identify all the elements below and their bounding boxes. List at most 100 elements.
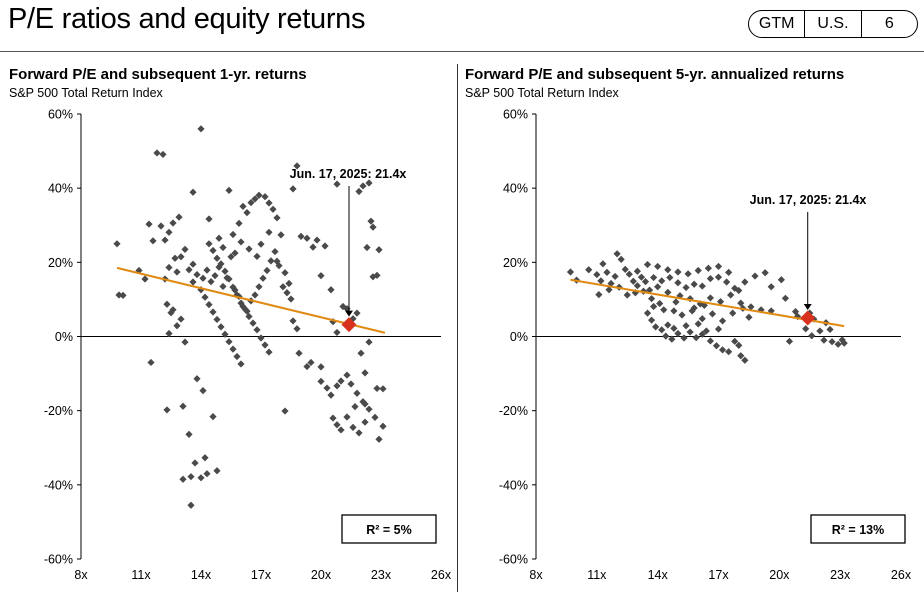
right-y-tick-label: 20% bbox=[503, 256, 528, 270]
left-data-point bbox=[273, 257, 281, 265]
left-data-point bbox=[259, 274, 267, 282]
left-data-point bbox=[207, 278, 215, 286]
left-data-point bbox=[269, 205, 277, 213]
right-data-point bbox=[731, 337, 739, 345]
right-data-point bbox=[785, 337, 794, 345]
right-data-point bbox=[654, 262, 662, 271]
left-x-tick-label: 14x bbox=[191, 568, 212, 582]
left-data-point bbox=[365, 405, 373, 413]
left-data-point bbox=[177, 253, 185, 261]
left-annotation-arrowhead bbox=[345, 310, 353, 317]
left-data-point bbox=[317, 377, 325, 385]
left-data-point bbox=[281, 407, 289, 415]
left-data-point bbox=[273, 214, 281, 222]
page-title: P/E ratios and equity returns bbox=[8, 3, 366, 35]
left-data-point bbox=[119, 291, 127, 299]
right-data-point bbox=[729, 309, 737, 317]
left-data-point bbox=[197, 125, 205, 133]
left-data-point bbox=[365, 179, 373, 187]
right-data-point bbox=[680, 334, 688, 342]
right-data-point bbox=[650, 273, 658, 282]
right-y-tick-label: 40% bbox=[503, 182, 528, 196]
left-data-point bbox=[365, 338, 373, 346]
right-data-point bbox=[682, 283, 690, 292]
right-data-point bbox=[593, 270, 601, 279]
left-trend-line bbox=[116, 266, 386, 334]
left-data-point bbox=[237, 299, 245, 307]
right-x-tick-label: 8x bbox=[529, 568, 543, 582]
left-data-point bbox=[323, 384, 331, 392]
left-data-point bbox=[289, 185, 297, 193]
left-data-point bbox=[157, 222, 165, 230]
left-y-tick-label: 0% bbox=[55, 330, 73, 344]
right-y-tick-label: -60% bbox=[499, 553, 528, 567]
left-data-point bbox=[219, 243, 227, 252]
left-data-point bbox=[217, 323, 225, 331]
right-data-point bbox=[658, 277, 666, 285]
right-x-tick-label: 26x bbox=[891, 568, 912, 582]
badge-page-number: 6 bbox=[860, 11, 917, 37]
left-x-tick-label: 26x bbox=[431, 568, 452, 582]
left-data-point bbox=[255, 191, 263, 199]
left-data-point bbox=[213, 315, 221, 324]
right-data-point bbox=[714, 325, 723, 333]
right-data-point bbox=[698, 282, 706, 290]
right-data-point bbox=[611, 272, 619, 281]
left-data-point bbox=[173, 322, 181, 330]
left-data-point bbox=[235, 219, 243, 227]
right-data-point bbox=[694, 266, 702, 275]
left-data-point bbox=[333, 382, 341, 390]
left-data-point bbox=[215, 234, 223, 242]
right-data-point bbox=[623, 291, 631, 299]
right-data-point bbox=[834, 340, 842, 348]
left-data-point bbox=[169, 219, 177, 227]
gtm-badge: GTM U.S. 6 bbox=[748, 10, 918, 38]
left-data-point bbox=[277, 231, 285, 239]
right-data-point bbox=[793, 312, 802, 321]
right-data-point bbox=[664, 321, 672, 329]
left-data-point bbox=[293, 162, 301, 170]
left-data-point bbox=[211, 272, 219, 280]
left-data-point bbox=[161, 236, 169, 244]
left-data-point bbox=[261, 193, 269, 201]
left-data-point bbox=[353, 309, 361, 317]
right-data-point bbox=[741, 278, 749, 286]
left-data-point bbox=[189, 188, 197, 196]
left-data-point bbox=[375, 246, 383, 254]
right-data-point bbox=[767, 283, 775, 291]
right-annotation-label: Jun. 17, 2025: 21.4x bbox=[750, 193, 867, 207]
right-data-point bbox=[613, 250, 621, 258]
left-data-point bbox=[251, 291, 259, 299]
left-data-point bbox=[361, 369, 369, 377]
right-data-point bbox=[840, 339, 848, 347]
right-data-point bbox=[745, 313, 753, 321]
left-data-point bbox=[173, 268, 181, 276]
left-x-tick-label: 8x bbox=[74, 568, 88, 582]
left-data-point bbox=[379, 422, 387, 430]
left-data-point bbox=[179, 402, 187, 410]
right-data-point bbox=[672, 298, 680, 306]
right-data-point bbox=[690, 280, 698, 288]
right-data-point bbox=[714, 273, 723, 281]
right-data-point bbox=[820, 336, 828, 344]
right-y-tick-label: -20% bbox=[499, 404, 528, 418]
right-data-point bbox=[761, 269, 769, 277]
left-data-point bbox=[329, 414, 337, 422]
left-data-point bbox=[201, 454, 209, 462]
left-data-point bbox=[327, 286, 335, 294]
right-r2-label: R² = 13% bbox=[832, 523, 884, 537]
right-data-point bbox=[597, 277, 605, 285]
left-data-point bbox=[217, 260, 225, 268]
right-data-point bbox=[725, 348, 733, 356]
left-data-point bbox=[333, 328, 341, 337]
left-data-point bbox=[349, 423, 357, 431]
left-data-point bbox=[267, 257, 275, 265]
left-data-point bbox=[205, 215, 213, 223]
left-data-point bbox=[279, 283, 287, 291]
right-data-point bbox=[607, 279, 615, 288]
right-data-point bbox=[686, 328, 694, 336]
left-data-point bbox=[307, 358, 315, 367]
right-data-point bbox=[656, 299, 664, 308]
right-data-point bbox=[727, 291, 735, 299]
right-data-point bbox=[737, 352, 745, 360]
